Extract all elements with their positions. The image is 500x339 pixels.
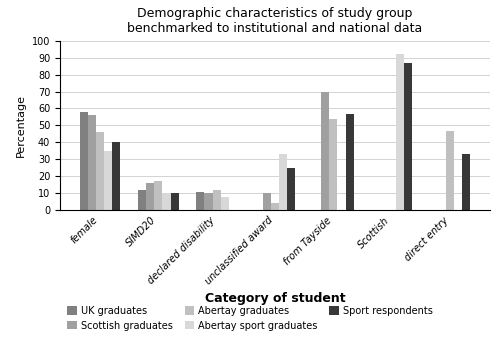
Bar <box>138 190 146 210</box>
Title: Demographic characteristics of study group
benchmarked to institutional and nati: Demographic characteristics of study gro… <box>128 7 422 35</box>
Bar <box>346 114 354 210</box>
Bar <box>112 142 120 210</box>
Bar <box>88 115 96 210</box>
Y-axis label: Percentage: Percentage <box>16 94 26 157</box>
Bar <box>220 197 229 210</box>
Bar <box>279 154 287 210</box>
Bar <box>404 63 412 210</box>
Bar <box>154 181 162 210</box>
Bar <box>162 193 170 210</box>
Bar <box>196 192 204 210</box>
Legend: UK graduates, Scottish graduates, Abertay graduates, Abertay sport graduates, Sp: UK graduates, Scottish graduates, Aberta… <box>68 306 432 331</box>
Bar <box>212 190 220 210</box>
Bar <box>396 54 404 210</box>
Bar <box>170 193 178 210</box>
Bar <box>80 112 88 210</box>
Bar <box>96 132 104 210</box>
Bar <box>146 183 154 210</box>
Bar <box>446 131 454 210</box>
Bar <box>271 203 279 210</box>
Bar <box>288 168 296 210</box>
Bar <box>104 151 112 210</box>
Bar <box>330 119 338 210</box>
Bar <box>462 154 470 210</box>
X-axis label: Category of student: Category of student <box>204 292 346 305</box>
Bar <box>262 193 271 210</box>
Bar <box>204 193 212 210</box>
Bar <box>321 92 330 210</box>
